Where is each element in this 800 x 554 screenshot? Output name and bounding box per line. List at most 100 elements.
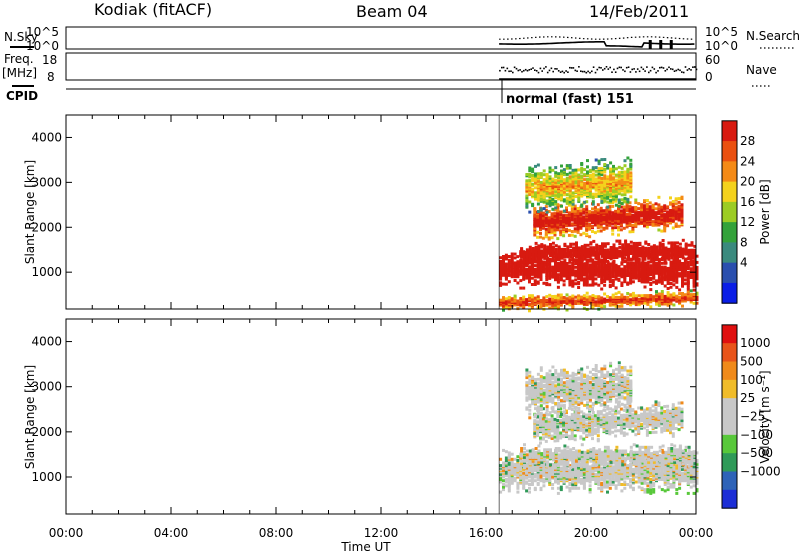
power-cell <box>609 177 613 181</box>
power-cell <box>574 177 578 181</box>
power-cell <box>626 180 630 184</box>
power-cell <box>609 173 613 177</box>
power-cell <box>631 213 635 217</box>
power-cell <box>631 257 635 261</box>
power-cell <box>638 246 642 250</box>
power-cell <box>663 294 667 298</box>
power-cell <box>611 278 615 282</box>
power-cell <box>666 224 670 228</box>
power-cell <box>530 276 534 280</box>
power-cell <box>661 242 665 246</box>
power-cell <box>551 303 555 307</box>
velocity-cell <box>652 484 656 488</box>
power-cell <box>551 306 555 310</box>
velocity-cell <box>660 460 664 464</box>
colorbar-segment <box>722 201 737 223</box>
power-cell <box>570 233 574 237</box>
power-cell <box>585 291 589 295</box>
power-cell <box>519 264 523 267</box>
velocity-cell <box>516 455 520 459</box>
power-cell <box>626 185 630 189</box>
power-cell <box>623 164 627 168</box>
power-cell <box>531 173 535 177</box>
power-cell <box>594 300 598 304</box>
freq-label: Freq. <box>4 52 34 66</box>
power-cell <box>545 201 549 205</box>
nave-point <box>668 66 670 69</box>
power-cell <box>539 216 542 220</box>
power-cell <box>649 305 653 309</box>
power-cell <box>576 212 580 215</box>
velocity-cell <box>533 479 537 483</box>
power-cell <box>559 277 563 280</box>
power-cell <box>566 250 570 254</box>
velocity-cell <box>548 483 552 486</box>
velocity-cell <box>597 476 601 480</box>
velocity-cell <box>623 483 627 486</box>
power-cell <box>606 248 610 252</box>
power-cell <box>548 283 552 287</box>
power-cell <box>657 228 661 232</box>
velocity-cell <box>571 467 575 471</box>
power-cell <box>643 294 647 298</box>
power-cell <box>510 258 514 262</box>
nave-point <box>563 71 565 74</box>
velocity-cell <box>513 462 517 466</box>
power-cell <box>603 256 607 260</box>
power-cell <box>546 245 550 249</box>
power-cell <box>573 209 577 213</box>
power-cell <box>631 206 635 210</box>
velocity-cell <box>695 459 699 462</box>
nsky-spike <box>669 40 673 49</box>
power-cell <box>670 245 674 249</box>
power-cell <box>531 187 535 191</box>
power-cell <box>586 243 590 247</box>
power-cell <box>588 210 592 214</box>
power-cell <box>599 225 603 229</box>
power-cell <box>603 189 607 193</box>
power-cell <box>617 233 620 237</box>
power-cell <box>690 260 694 263</box>
nave-point <box>648 71 650 74</box>
velocity-cell <box>606 469 609 473</box>
power-cell <box>556 277 560 280</box>
power-cell <box>669 282 673 285</box>
power-cell <box>499 256 503 260</box>
velocity-cell <box>623 486 627 490</box>
power-cell <box>588 235 592 239</box>
power-cell <box>507 268 511 272</box>
power-cell <box>576 209 580 213</box>
power-cell <box>589 246 593 250</box>
power-cell <box>585 200 589 204</box>
power-cell <box>663 204 667 208</box>
power-cell <box>689 269 693 273</box>
power-cell <box>548 203 552 206</box>
velocity-cell <box>634 466 638 470</box>
nave-point <box>602 69 604 71</box>
power-cell <box>528 270 531 274</box>
power-cell <box>646 280 650 284</box>
velocity-cell <box>623 480 627 484</box>
power-cell <box>597 162 601 166</box>
power-cell <box>544 230 548 234</box>
power-cell <box>614 209 618 213</box>
velocity-cell <box>675 464 679 468</box>
velocity-cell <box>582 485 586 489</box>
velocity-cell <box>499 480 503 484</box>
power-cell <box>676 256 679 260</box>
power-cell <box>687 255 691 258</box>
power-cell <box>680 203 684 207</box>
power-cell <box>577 301 581 305</box>
power-cell <box>583 200 587 204</box>
power-cell <box>519 300 523 304</box>
power-cell <box>689 267 693 271</box>
nave-point <box>596 68 599 71</box>
power-cell <box>629 240 633 244</box>
power-cell <box>574 195 578 198</box>
power-cell <box>513 261 517 265</box>
power-cell <box>649 276 653 280</box>
power-cell <box>554 256 558 260</box>
power-cell <box>674 206 678 210</box>
power-cell <box>614 173 618 177</box>
power-cell <box>606 205 610 209</box>
